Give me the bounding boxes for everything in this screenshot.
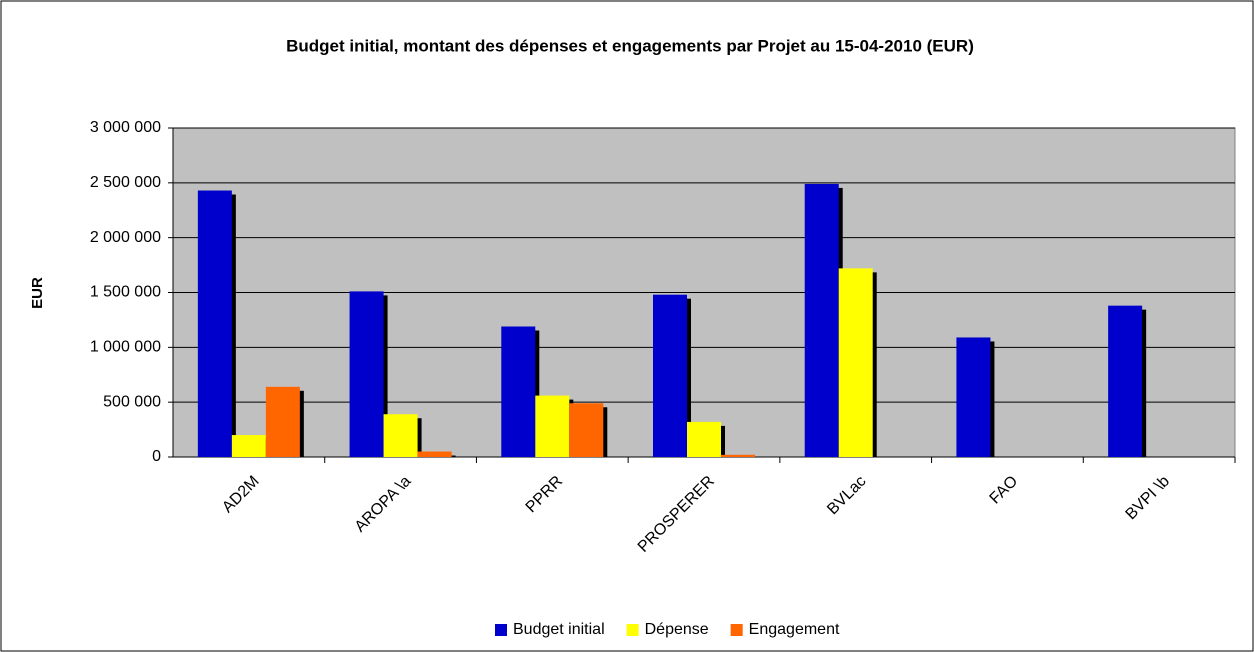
chart-title: Budget initial, montant des dépenses et … [286,36,974,55]
legend-swatch [730,624,743,636]
bar [1108,305,1143,457]
bar [956,337,991,457]
y-tick-label: 0 [152,448,161,465]
y-tick-label: 1 500 000 [90,284,161,301]
y-tick-label: 1 000 000 [90,339,161,356]
y-tick-label: 2 500 000 [90,174,161,191]
bar [501,326,536,457]
bar [349,291,384,457]
legend-label: Budget initial [513,621,605,638]
bar [838,268,873,457]
legend-label: Dépense [645,621,709,638]
y-tick-label: 2 000 000 [90,229,161,246]
legend-swatch [626,624,639,636]
bar [804,183,839,457]
legend-label: Engagement [749,621,840,638]
bar [231,435,266,457]
legend-swatch [495,624,507,636]
bar [197,190,232,457]
y-tick-label: 3 000 000 [90,119,161,136]
bar [653,294,687,457]
bar [687,421,721,457]
y-axis-label: EUR [29,277,46,309]
bar [417,451,452,457]
bar [535,395,570,457]
bar [383,414,418,457]
bar [265,386,300,457]
y-tick-label: 500 000 [103,393,161,410]
bar [569,403,604,457]
bar [721,454,755,457]
